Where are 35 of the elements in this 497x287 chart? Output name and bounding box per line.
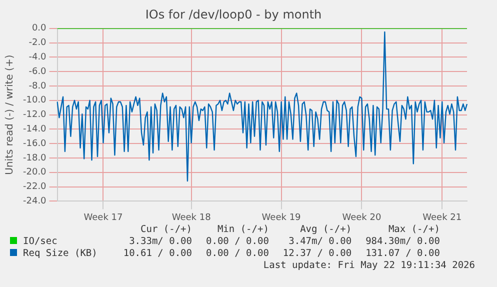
text: Min (-/+) [216,224,269,236]
text: Avg (-/+) [299,224,352,236]
text: Cur (-/+) [140,224,192,236]
text: 0.00 / 0.00 [205,248,269,260]
legend-label: IO/sec [22,236,58,248]
y-tick-label: -16.0 [22,138,47,149]
x-tick-label: Week 18 [172,212,212,223]
text: Max (-/+) [387,224,440,236]
y-tick-label: -8.0 [28,81,47,92]
text: 984.30m/ 0.00 [364,236,440,248]
text: 0.00 / 0.00 [205,236,269,248]
y-tick-label: -10.0 [22,96,47,106]
text: 10.61 / 0.00 [122,248,192,260]
x-tick-label: Week 19 [262,212,302,223]
legend-label: Req Size (KB) [22,248,98,260]
y-tick-label: -24.0 [22,196,47,207]
y-axis-title: Units read (-) / write (+) [4,54,16,175]
chart-title: IOs for /dev/loop0 - by month [145,7,322,22]
text: 3.33m/ 0.00 [128,236,192,248]
y-tick-label: -12.0 [22,110,47,120]
text: 12.37 / 0.00 [282,248,352,260]
y-tick-label: -6.0 [28,66,47,77]
y-tick-label: -22.0 [22,182,47,192]
x-tick-label: Week 21 [422,212,462,223]
text: 131.07 / 0.00 [364,248,440,260]
text: 3.47m/ 0.00 [288,236,352,248]
x-tick-label: Week 17 [84,212,123,223]
y-tick-label: 0.0 [32,24,47,34]
x-tick-label: Week 20 [342,212,382,223]
y-tick-label: -18.0 [22,153,47,164]
y-tick-label: -20.0 [22,168,47,178]
y-tick-label: -4.0 [28,52,47,63]
y-tick-label: -2.0 [28,38,47,48]
text: Last update: Fri May 22 19:11:34 2026 [263,260,475,271]
y-tick-label: -14.0 [22,124,47,135]
